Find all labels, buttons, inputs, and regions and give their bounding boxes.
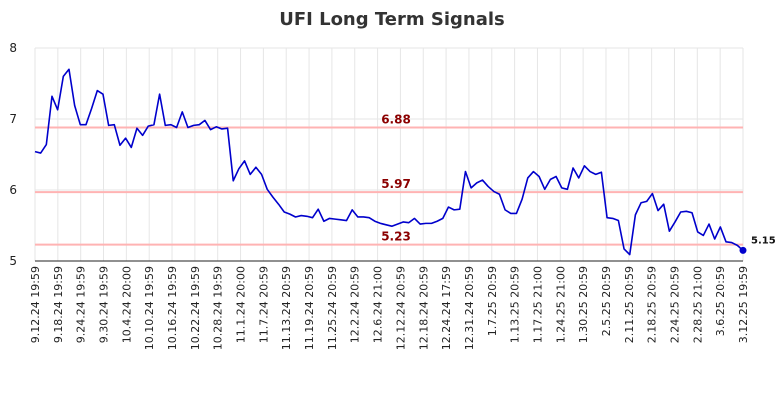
x-tick-label: 2.11.25 20:59 <box>623 266 636 343</box>
x-tick-label: 10.28.24 19:59 <box>212 266 225 350</box>
x-tick-label: 12.6.24 21:00 <box>372 266 385 343</box>
series-layer <box>34 68 747 256</box>
x-tick-label: 10.4.24 20:00 <box>120 266 133 343</box>
x-tick-label: 11.1.24 20:00 <box>235 266 248 343</box>
x-tick-label: 11.19.24 20:59 <box>303 266 316 350</box>
x-tick-label: 11.25.24 20:59 <box>326 266 339 350</box>
x-tick-label: 12.18.24 20:59 <box>417 266 430 350</box>
y-tick-label: 6 <box>9 183 17 197</box>
x-tick-label: 1.13.25 20:59 <box>509 266 522 343</box>
x-tick-label: 12.31.24 20:59 <box>463 266 476 350</box>
y-tick-label: 8 <box>9 41 17 55</box>
x-tick-label: 2.18.25 20:59 <box>646 266 659 343</box>
x-tick-label: 9.12.24 19:59 <box>29 266 42 343</box>
y-axis: 5 6 7 8 <box>9 41 17 268</box>
x-tick-label: 10.16.24 19:59 <box>166 266 179 350</box>
annotations: 5.15 <box>751 235 776 246</box>
x-tick-label: 1.7.25 20:59 <box>486 266 499 336</box>
last-value-marker <box>739 246 747 254</box>
y-tick-label: 7 <box>9 112 17 126</box>
x-tick-label: 2.28.25 21:00 <box>691 266 704 343</box>
x-tick-label: 2.24.25 20:59 <box>668 266 681 343</box>
x-tick-label: 2.5.25 20:59 <box>600 266 613 336</box>
signal-levels: 6.88 5.97 5.23 <box>35 113 743 246</box>
x-tick-label: 12.24.24 17:59 <box>440 266 453 350</box>
x-tick-label: 3.12.25 19:59 <box>737 266 750 343</box>
x-tick-label: 10.22.24 19:59 <box>189 266 202 350</box>
x-tick-label: 9.18.24 19:59 <box>52 266 65 343</box>
x-tick-label: 11.7.24 20:59 <box>257 266 270 343</box>
level-label: 5.97 <box>381 177 411 191</box>
level-label: 6.88 <box>381 113 411 127</box>
x-tick-label: 11.13.24 20:59 <box>280 266 293 350</box>
x-tick-label: 1.30.25 20:59 <box>577 266 590 343</box>
x-tick-label: 9.30.24 19:59 <box>98 266 111 343</box>
x-tick-label: 3.6.25 20:59 <box>714 266 727 336</box>
last-value-label: 5.15 <box>751 235 776 246</box>
grid <box>34 47 744 262</box>
level-label: 5.23 <box>381 230 411 244</box>
x-tick-label: 9.24.24 19:59 <box>75 266 88 343</box>
x-tick-label: 1.24.25 21:00 <box>554 266 567 343</box>
x-axis: 9.12.24 19:59 9.18.24 19:59 9.24.24 19:59 9… <box>29 260 750 350</box>
x-tick-label: 12.2.24 20:59 <box>349 266 362 343</box>
x-tick-label: 12.12.24 20:59 <box>394 266 407 350</box>
series-line <box>34 68 744 256</box>
chart-title: UFI Long Term Signals <box>279 9 505 30</box>
y-tick-label: 5 <box>9 254 17 268</box>
x-tick-label: 10.10.24 19:59 <box>143 266 156 350</box>
x-tick-label: 1.17.25 21:00 <box>531 266 544 343</box>
